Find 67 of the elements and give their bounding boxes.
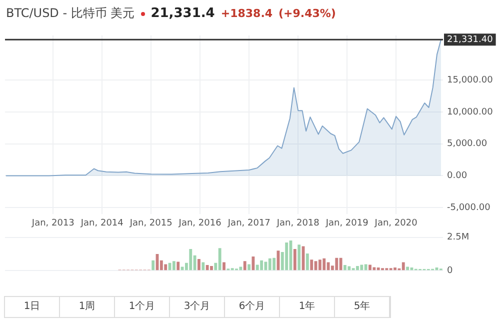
text: (+9.43%)	[278, 7, 336, 20]
bar	[248, 264, 250, 270]
bar	[256, 264, 259, 270]
bar	[402, 262, 405, 270]
x-tick-label: Jan, 2013	[30, 218, 74, 229]
bar	[364, 264, 368, 270]
bar	[306, 253, 309, 270]
bar	[210, 266, 213, 270]
x-tick-label: Jan, 2017	[226, 218, 270, 229]
bar	[180, 266, 184, 270]
bar	[322, 258, 326, 270]
bar	[172, 261, 176, 270]
bar	[260, 260, 264, 270]
bar	[376, 268, 380, 270]
bar	[368, 264, 372, 270]
text: 5年	[335, 297, 390, 317]
y-tick-label: 10,000.00	[447, 107, 494, 118]
x-tick-label: Jan, 2014	[80, 218, 124, 229]
x-tick-label: Jan, 2018	[276, 218, 320, 229]
text: 1日	[5, 297, 60, 317]
ref-line-label: 21,331.40	[447, 35, 494, 46]
bar	[360, 264, 364, 270]
bar	[252, 256, 255, 270]
x-tick-label: Jan, 2016	[178, 218, 222, 229]
y-tick-label: 0.00	[447, 171, 468, 182]
bar	[348, 266, 351, 270]
bar	[285, 242, 288, 270]
bar	[298, 244, 301, 270]
y-tick-label: 2.5M	[447, 232, 470, 243]
bar	[206, 265, 209, 270]
bar	[218, 248, 222, 270]
y-tick-label: 0	[447, 266, 453, 276]
bar	[344, 265, 346, 270]
bar	[152, 260, 155, 270]
bar	[335, 258, 338, 270]
text: 21,331.4	[150, 6, 215, 21]
bar	[372, 267, 376, 270]
text: 1年	[280, 297, 335, 317]
x-tick-label: Jan, 2020	[374, 218, 418, 229]
bar	[202, 262, 205, 270]
text: 1周	[60, 297, 115, 317]
bar	[189, 248, 192, 270]
bar	[222, 262, 226, 270]
text: +1838.4	[220, 7, 273, 20]
bar	[318, 260, 322, 270]
bar	[239, 266, 242, 270]
bar	[198, 259, 200, 270]
bar	[272, 258, 276, 270]
x-tick-label: Jan, 2015	[128, 218, 172, 229]
bar	[243, 261, 246, 270]
text: 1个月	[115, 297, 170, 317]
chart-title: BTC/USD - 比特币 美元	[6, 5, 135, 22]
bar	[339, 258, 342, 270]
bar	[293, 248, 296, 270]
text: 6个月	[225, 297, 280, 317]
bar	[310, 260, 314, 270]
bar	[176, 262, 180, 270]
y-tick-label: 5,000.00	[447, 139, 488, 150]
bar	[406, 266, 410, 270]
bar	[268, 258, 272, 270]
y-tick-label: -5,000.00	[447, 202, 491, 213]
bar	[164, 264, 168, 270]
bar	[356, 266, 359, 270]
bar	[394, 268, 396, 270]
x-tick-label: Jan, 2019	[324, 218, 369, 229]
y-tick-label: 15,000.00	[447, 75, 494, 86]
text: 3个月	[170, 297, 225, 317]
